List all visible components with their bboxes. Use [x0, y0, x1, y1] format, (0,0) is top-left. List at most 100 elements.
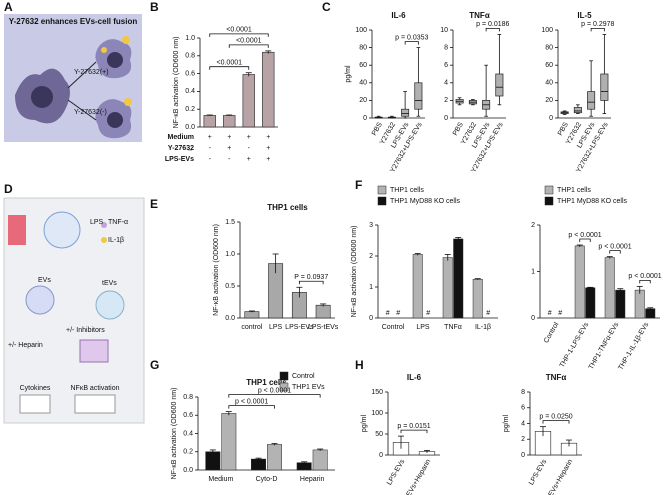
bar — [315, 304, 331, 319]
value-label: # — [426, 310, 430, 317]
label: Y-27632(-) — [74, 109, 107, 116]
nucleus — [107, 52, 123, 68]
y-tick-label: 6 — [444, 62, 448, 69]
y-tick-label: 0 — [379, 452, 383, 459]
significance-bracket — [298, 280, 324, 285]
x-tick-label: THP-1-IL-1β-EVs — [617, 321, 650, 372]
panel-label: H — [355, 358, 364, 372]
panel-label: F — [355, 178, 362, 192]
bar — [267, 444, 282, 471]
y-tick-label: 6 — [521, 405, 525, 412]
bar — [442, 257, 453, 319]
nfkb-plot — [74, 394, 116, 414]
y-axis-label: NF-κB activation (OD600 nm) — [351, 226, 358, 318]
diagram-d: LPS TNF-α IL-1β EVs tEVs +/- Heparin +/-… — [3, 197, 145, 424]
legend-label: THP1 MyD88 KO cells — [557, 198, 628, 205]
y-tick-label: 100 — [355, 27, 367, 34]
y-tick-label: 0.5 — [225, 283, 235, 290]
legend-label: Control — [292, 373, 315, 380]
condition-sign: + — [247, 134, 251, 141]
y-axis-label: pg/ml — [345, 65, 352, 83]
nucleus — [31, 86, 53, 108]
chart-title: IL-6 — [407, 373, 422, 382]
significance-label: p = 0.0186 — [476, 21, 509, 28]
box — [414, 82, 423, 110]
chart-title: TNFα — [469, 11, 490, 20]
bar — [203, 115, 216, 128]
chart-title: TNFα — [546, 373, 567, 382]
condition-sign: + — [227, 145, 231, 152]
bar — [453, 238, 464, 319]
x-tick-label: THP1-TNFα-EVs — [588, 321, 621, 371]
y-tick-label: 0 — [531, 315, 535, 322]
nucleus — [107, 112, 123, 128]
condition-name: Medium — [168, 134, 194, 141]
y-tick-label: 60 — [545, 62, 553, 69]
significance-label: p = 0.0250 — [539, 413, 572, 420]
x-tick-label: PBS — [557, 121, 570, 137]
y-axis-label: pg/ml — [361, 415, 368, 433]
legend-swatch — [544, 185, 554, 195]
legend-label: THP1 MyD88 KO cells — [390, 198, 461, 205]
y-tick-label: 1 — [369, 284, 373, 291]
x-tick-label: LPS-EVs — [528, 458, 549, 487]
ev — [122, 36, 130, 44]
y-tick-label: 0.0 — [225, 315, 235, 322]
panel-label: B — [150, 0, 159, 14]
y-tick-label: 4 — [521, 420, 525, 427]
value-label: # — [396, 310, 400, 317]
value-label: # — [386, 310, 390, 317]
x-tick-label: LPS-tEVs — [308, 324, 339, 331]
y-tick-label: 0 — [521, 452, 525, 459]
bar — [574, 245, 585, 319]
significance-bracket — [542, 420, 570, 424]
condition-sign: - — [228, 156, 231, 163]
significance-bracket — [228, 405, 275, 409]
y-tick-label: 0.0 — [183, 467, 193, 474]
label: IL-1β — [108, 237, 124, 244]
y-tick-label: 0 — [363, 115, 367, 122]
y-axis-label: pg/ml — [503, 415, 510, 433]
y-tick-label: 4 — [444, 80, 448, 87]
legend-swatch — [377, 196, 387, 206]
bar — [251, 458, 266, 471]
legend-swatch — [279, 382, 289, 392]
label: +/- Heparin — [8, 342, 43, 349]
condition-sign: - — [209, 156, 212, 163]
panel-label: G — [150, 358, 159, 372]
plate — [79, 339, 109, 363]
value-label: # — [558, 310, 562, 317]
dish — [43, 211, 81, 249]
y-tick-label: 0 — [444, 115, 448, 122]
value-label: # — [548, 310, 552, 317]
arrow — [67, 99, 97, 121]
vesicles — [95, 290, 125, 320]
significance-label: P = 0.0937 — [294, 274, 328, 281]
box — [600, 73, 609, 101]
significance-bracket — [209, 66, 250, 70]
significance-label: <0.0001 — [226, 27, 252, 34]
bar — [205, 451, 221, 471]
y-tick-label: 100 — [371, 410, 383, 417]
significance-label: p < 0.0001 — [568, 232, 601, 239]
value-label: # — [486, 310, 490, 317]
legend-swatch — [544, 196, 554, 206]
significance-label: p = 0.0151 — [397, 423, 430, 430]
illustration-a: Y-27632 enhances EVs-cell fusion Y-27632… — [4, 14, 142, 142]
x-tick-label: Control — [382, 324, 405, 331]
legend-label: THP1 cells — [557, 187, 591, 194]
x-tick-label: LPS — [269, 324, 283, 331]
significance-bracket — [400, 429, 428, 434]
y-tick-label: 10 — [440, 27, 448, 34]
significance-label: p < 0.0001 — [258, 387, 291, 394]
y-tick-label: 0.2 — [183, 449, 193, 456]
y-tick-label: 80 — [545, 44, 553, 51]
bar — [242, 74, 255, 128]
chart-title: IL-6 — [391, 11, 406, 20]
bar — [585, 287, 596, 319]
x-tick-label: Control — [543, 321, 561, 344]
legend-swatch — [377, 185, 387, 195]
x-tick-label: PBS — [371, 121, 384, 137]
significance-bracket — [209, 33, 269, 37]
bar — [223, 115, 236, 128]
